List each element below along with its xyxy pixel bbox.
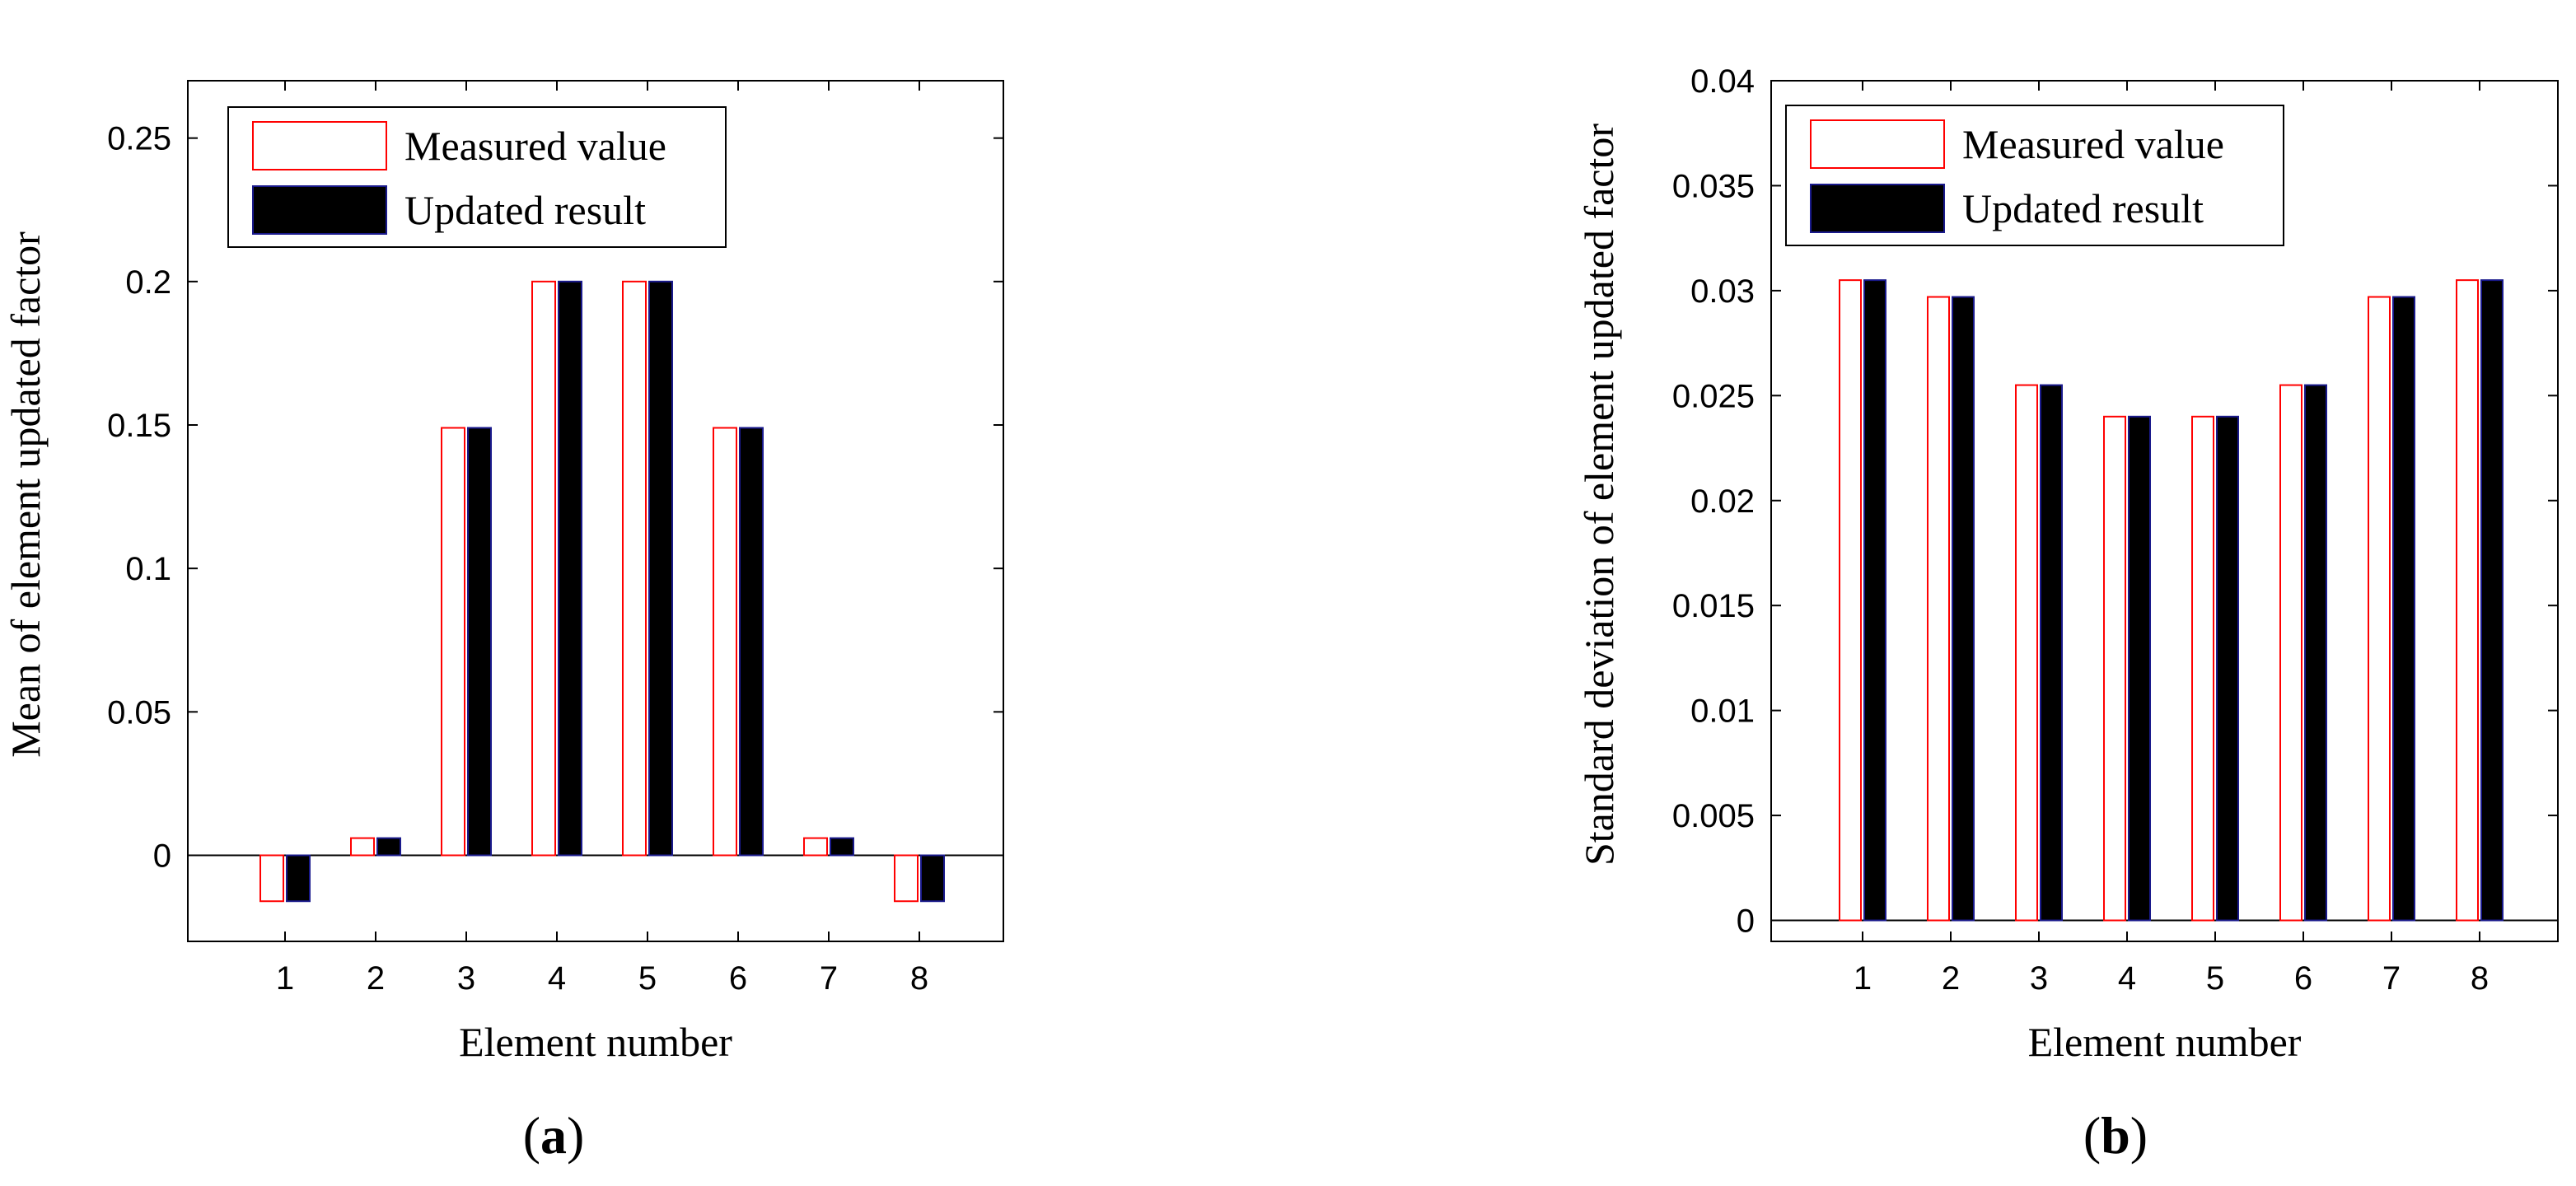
x-tick-label: 4 [2118, 960, 2136, 997]
panel-label: b [2101, 1106, 2130, 1165]
bar-updated [2480, 279, 2504, 922]
y-tick-label: 0.005 [1672, 798, 1755, 834]
bar-updated [286, 854, 311, 903]
y-tick-label: 0.01 [1690, 693, 1755, 730]
legend-label: Measured value [1962, 121, 2224, 167]
chart-panel-b: 0 0.005 0.01 0.015 0.02 0.025 0.03 0.035 0.04 1 2 3… [1576, 63, 2559, 1165]
x-axis-label: Element number [2028, 1019, 2302, 1065]
bar-updated [2216, 415, 2239, 922]
legend-label: Updated result [404, 187, 646, 233]
bar-updated [1952, 296, 1975, 922]
bar-measured [2279, 384, 2303, 922]
bar-measured [713, 427, 737, 857]
legend-label: Updated result [1962, 185, 2204, 231]
bar-measured [2456, 279, 2479, 922]
bar-updated [467, 427, 492, 857]
y-tick-label: 0.15 [107, 408, 171, 444]
y-tick-label: 0.035 [1672, 168, 1755, 204]
x-tick-label: 2 [1942, 960, 1960, 997]
legend-swatch [1810, 184, 1945, 233]
x-tick-label: 6 [729, 960, 747, 997]
legend-swatch [252, 121, 387, 170]
y-tick-label: 0.03 [1690, 273, 1755, 310]
y-tick-label: 0.02 [1690, 483, 1755, 520]
x-tick-label: 7 [2382, 960, 2401, 997]
x-tick-label: 3 [2030, 960, 2048, 997]
x-tick-label: 6 [2294, 960, 2312, 997]
x-tick-label: 5 [638, 960, 657, 997]
x-tick-label: 3 [457, 960, 475, 997]
legend-label: Measured value [404, 123, 666, 169]
bar-updated [1863, 279, 1886, 922]
panel-caption: (a) [523, 1106, 585, 1165]
bar-updated [739, 427, 764, 857]
plot-frame [187, 80, 1004, 942]
y-axis-label: Standard deviation of element updated fa… [1576, 124, 1622, 866]
chart-panel-a: 0 0.05 0.1 0.15 0.2 0.25 1 2 3 4 5 6 7 8 Measured valu… [2, 80, 1004, 1165]
x-tick-label: 5 [2206, 960, 2224, 997]
bar-updated [376, 837, 401, 857]
bar-measured [1927, 296, 1950, 922]
bar-measured [259, 854, 284, 903]
y-tick-label: 0.05 [107, 694, 171, 731]
bar-updated [830, 837, 854, 857]
x-axis-label: Element number [459, 1019, 732, 1065]
x-tick-label: 1 [1854, 960, 1872, 997]
panel-caption: (b) [2083, 1106, 2148, 1165]
y-tick-label: 0.25 [107, 121, 171, 157]
x-tick-label: 2 [367, 960, 385, 997]
bar-measured [1839, 279, 1862, 922]
y-tick-label: 0.015 [1672, 588, 1755, 624]
y-tick-label: 0.04 [1690, 63, 1755, 100]
y-tick-label: 0 [153, 838, 171, 875]
bar-updated [2304, 384, 2327, 922]
bar-measured [531, 280, 556, 857]
bar-measured [622, 280, 647, 857]
x-tick-label: 4 [548, 960, 566, 997]
panel-label: a [540, 1106, 567, 1165]
bar-measured [2368, 296, 2391, 922]
bar-updated [648, 280, 673, 857]
x-tick-label: 8 [910, 960, 928, 997]
x-tick-label: 1 [276, 960, 294, 997]
bar-updated [2040, 384, 2063, 922]
y-axis-label: Mean of element updated factor [2, 231, 49, 758]
bar-measured [441, 427, 465, 857]
legend-swatch [252, 185, 387, 235]
y-tick-label: 0 [1737, 904, 1755, 940]
y-tick-label: 0.1 [125, 551, 171, 587]
bar-measured [894, 854, 919, 903]
bar-measured [2015, 384, 2038, 922]
legend-swatch [1810, 119, 1945, 169]
x-tick-label: 7 [820, 960, 838, 997]
bar-measured [2103, 415, 2126, 922]
bar-updated [2392, 296, 2415, 922]
bar-measured [2191, 415, 2214, 922]
bar-updated [558, 280, 582, 857]
plot-frame [1770, 80, 2559, 942]
bar-measured [350, 837, 375, 857]
x-tick-label: 8 [2471, 960, 2489, 997]
bar-updated [2128, 415, 2151, 922]
y-tick-label: 0.2 [125, 264, 171, 301]
bar-updated [920, 854, 945, 903]
y-tick-label: 0.025 [1672, 378, 1755, 414]
bar-measured [803, 837, 828, 857]
